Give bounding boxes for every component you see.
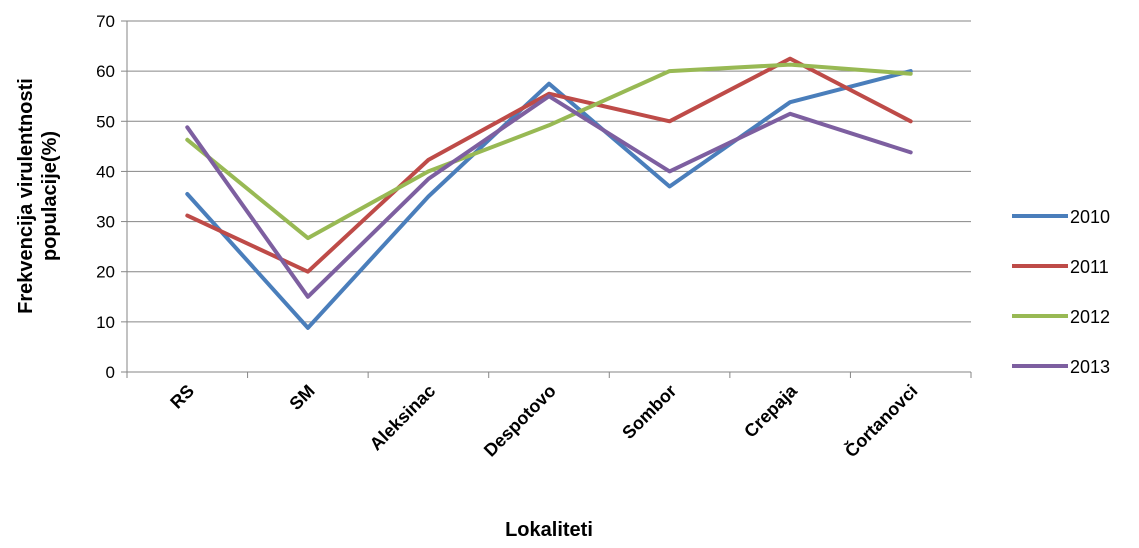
series-line-2012 [185,62,913,241]
axes [121,20,972,378]
y-tick-label: 50 [96,112,115,131]
y-tick-label: 20 [96,263,115,282]
x-tick-labels: RS SM Aleksinac Despotovo Sombor Crepaja Čorta… [166,380,921,461]
y-tick-label: 70 [96,12,115,31]
series-line-2013 [185,94,913,299]
y-axis-title-line-2: populacije(%) [39,131,61,261]
x-tick-label: RS [166,381,198,413]
y-tick-label: 40 [96,162,115,181]
legend-label-2011: 2011 [1070,257,1109,277]
y-tick-label: 10 [96,313,115,332]
legend-label-2010: 2010 [1070,207,1110,227]
y-tick-label: 60 [96,62,115,81]
x-tick-label: SM [285,381,318,414]
y-tick-label: 30 [96,213,115,232]
x-tick-label: Čortanovci [840,380,921,461]
y-tick-labels: 0 10 20 30 40 50 60 70 [96,12,115,382]
legend-label-2012: 2012 [1070,307,1110,327]
x-tick-label: Aleksinac [366,381,440,455]
series-line-2011 [185,56,913,274]
series-lines [185,56,913,330]
x-tick-label: Despotovo [480,381,560,461]
x-tick-label: Sombor [618,381,680,443]
y-tick-label: 0 [106,363,115,382]
series-line-2010 [185,69,913,330]
x-tick-label: Crepaja [740,380,802,442]
y-axis-title-line-1: Frekvencija virulentnosti [15,78,37,314]
gridlines [127,20,971,323]
legend-label-2013: 2013 [1070,357,1110,377]
legend: 2010 2011 2012 2013 [1012,207,1110,377]
x-axis-title: Lokaliteti [505,519,593,541]
